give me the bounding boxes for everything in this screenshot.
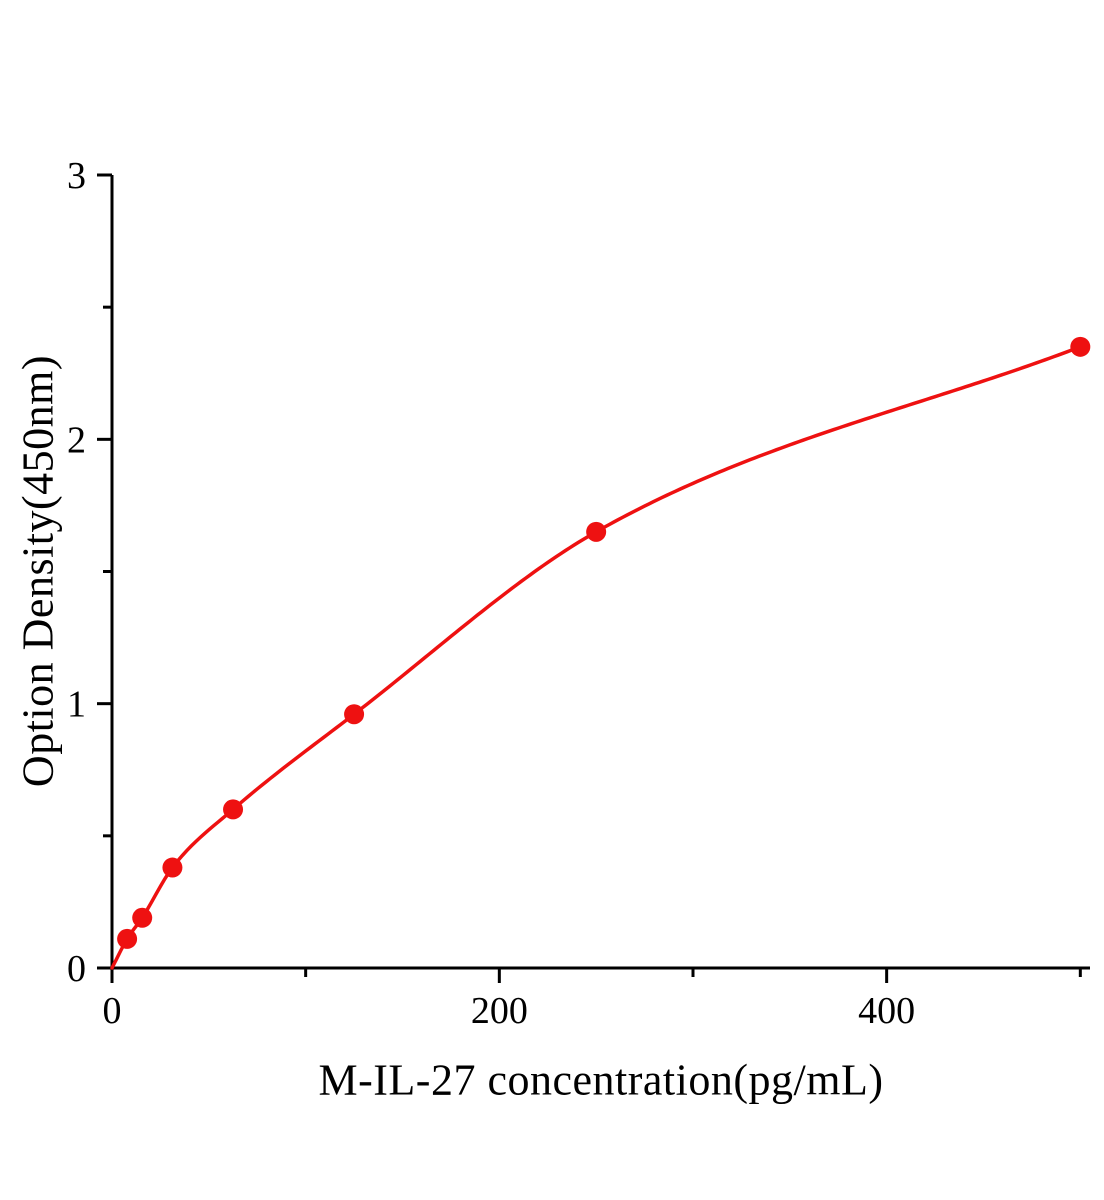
y-tick-label: 3 [67, 155, 86, 197]
data-point [132, 907, 153, 928]
x-tick-label: 400 [858, 990, 915, 1032]
x-tick-label: 200 [471, 990, 528, 1032]
y-tick-label: 2 [67, 419, 86, 461]
x-axis-title: M-IL-27 concentration(pg/mL) [318, 1055, 884, 1105]
fit-curve [110, 345, 1083, 970]
data-point [344, 704, 365, 725]
x-tick-label: 0 [103, 990, 122, 1032]
y-tick-label: 0 [67, 948, 86, 990]
data-point [1070, 336, 1091, 357]
y-axis-title: Option Density(450nm) [13, 354, 63, 788]
data-point [223, 799, 244, 820]
data-point [162, 857, 183, 878]
data-point [586, 521, 607, 542]
data-point [117, 928, 138, 949]
y-tick-label: 1 [67, 684, 86, 726]
